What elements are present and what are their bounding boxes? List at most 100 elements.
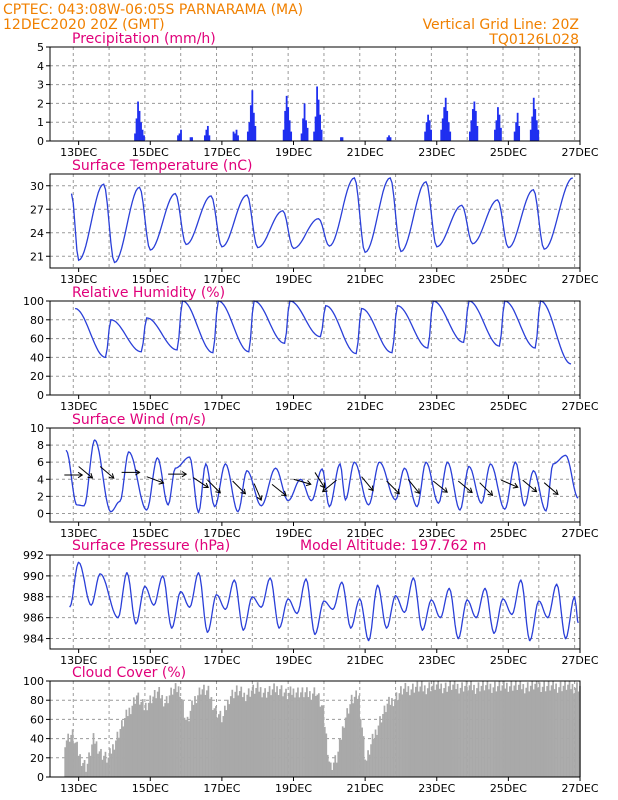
cloud-cover-bar bbox=[423, 685, 426, 777]
x-tick-label: 25DEC bbox=[490, 146, 527, 159]
cloud-cover-bar bbox=[450, 689, 453, 777]
cloud-cover-bar bbox=[141, 699, 144, 777]
cloud-cover-bar bbox=[165, 696, 168, 777]
x-tick-label: 13DEC bbox=[60, 782, 97, 795]
wind-panel: Surface Wind (m/s) 0 2 4 6 8 10 13DEC 15DEC 17DE… bbox=[30, 412, 599, 540]
cloud-cover-bar bbox=[246, 694, 249, 777]
x-tick-label: 13DEC bbox=[60, 654, 97, 667]
precip-bar bbox=[302, 118, 304, 141]
cloud-cover-bar bbox=[294, 697, 296, 777]
precip-bar bbox=[205, 129, 208, 141]
cloud-cover-bar bbox=[458, 693, 460, 777]
cloud-cover-bar bbox=[413, 692, 416, 777]
cloud-cover-bar bbox=[419, 686, 422, 777]
cloud-cover-bar bbox=[322, 705, 325, 777]
cloud-cover-bar bbox=[213, 708, 216, 777]
cloud-cover-bar bbox=[247, 688, 250, 777]
precip-bar bbox=[180, 129, 182, 141]
cloud-cover-bar bbox=[316, 694, 319, 777]
precip-bar bbox=[300, 133, 303, 141]
precip-bar bbox=[440, 129, 443, 141]
cloud-cover-bar bbox=[319, 706, 322, 777]
cloud-cover-bar bbox=[232, 698, 235, 777]
wind-vector-shaft bbox=[146, 476, 164, 484]
cloud-cover-bar bbox=[171, 694, 174, 777]
cloud-cover-bar bbox=[528, 691, 531, 777]
y-tick-label: 2 bbox=[37, 490, 44, 503]
cloud-cover-bar bbox=[295, 692, 298, 777]
wind-vector-head bbox=[203, 482, 209, 489]
cloud-cover-bar bbox=[361, 727, 363, 777]
cloud-cover-bar bbox=[356, 698, 359, 777]
wind-vector-head bbox=[321, 486, 328, 493]
wind-vector bbox=[78, 466, 94, 479]
pressure-panel: Surface Pressure (hPa) Model Altitude: 1… bbox=[23, 538, 599, 667]
cloud-cover-bar bbox=[113, 749, 116, 777]
cloud-cover-bar bbox=[231, 689, 234, 777]
wind-vector-shaft bbox=[432, 480, 448, 493]
cloud-cover-bar bbox=[262, 692, 265, 777]
wind-speed-line bbox=[65, 439, 579, 514]
cloud-cover-bar bbox=[346, 708, 349, 777]
wind-vector bbox=[501, 479, 519, 489]
cloud-cover-bar bbox=[520, 689, 523, 777]
cloud-cover-bar bbox=[298, 697, 301, 777]
plot-frame bbox=[49, 173, 581, 269]
precip-bar bbox=[468, 131, 471, 141]
cloud-cover-bar bbox=[234, 691, 237, 777]
wind-vector-shaft bbox=[522, 479, 537, 493]
cloud-cover-bar bbox=[476, 688, 478, 777]
cloud-cover-bar bbox=[155, 698, 158, 777]
cloud-cover-bar bbox=[473, 684, 475, 777]
cloud-cover-bar bbox=[92, 733, 95, 777]
cloud-cover-bar bbox=[465, 681, 468, 777]
x-tick-label: 19DEC bbox=[275, 400, 312, 413]
x-tick-label: 17DEC bbox=[203, 273, 240, 286]
cloud-cover-bar bbox=[429, 691, 432, 777]
wind-vector bbox=[253, 483, 263, 501]
cloud-cover-bar bbox=[340, 739, 343, 777]
humidity-plot: 0 20 40 60 80 100 13DEC 15DEC 17DEC 19DEC 21DEC 23D… bbox=[23, 295, 599, 413]
cloud-cover-bar bbox=[268, 686, 271, 777]
cloud-cover-bar bbox=[494, 681, 496, 777]
y-tick-label: 24 bbox=[30, 227, 44, 240]
precip-bar bbox=[314, 116, 317, 141]
cloud-cover-bar bbox=[552, 681, 554, 777]
wind-vector bbox=[121, 469, 141, 476]
wind-vector bbox=[457, 480, 473, 494]
x-tick-label: 25DEC bbox=[490, 400, 527, 413]
cloud-cover-bar bbox=[186, 716, 189, 777]
precip-bar bbox=[444, 97, 447, 141]
cloud-cover-bar bbox=[453, 681, 456, 777]
pressure-plot: 984 986 988 990 992 13DEC 15DEC 17DEC 19DEC 21DEC… bbox=[23, 549, 599, 667]
cloud-cover-bar bbox=[288, 692, 290, 777]
precip-bar bbox=[515, 122, 518, 141]
precip-bar bbox=[513, 131, 516, 141]
precip-bar bbox=[252, 112, 255, 141]
x-tick-label: 19DEC bbox=[275, 527, 312, 540]
wind-vector bbox=[192, 477, 209, 489]
x-tick-label: 23DEC bbox=[418, 273, 455, 286]
precip-bar bbox=[254, 125, 257, 141]
cloud-cover-bar bbox=[535, 681, 538, 777]
cloud-cover-bar bbox=[250, 690, 253, 777]
model-altitude-label: Model Altitude: 197.762 m bbox=[300, 538, 486, 554]
cloud-cover-bar bbox=[243, 692, 246, 777]
wind-vector-shaft bbox=[314, 472, 325, 488]
x-tick-label: 23DEC bbox=[418, 782, 455, 795]
cloud-cover-bar bbox=[282, 696, 284, 777]
cloud-cover-bar bbox=[358, 695, 360, 777]
y-tick-label: 100 bbox=[23, 295, 44, 308]
cloud-cover-bar bbox=[73, 743, 75, 777]
cloud-cover-bar bbox=[344, 717, 347, 777]
precip-bar bbox=[447, 122, 450, 141]
x-tick-label: 21DEC bbox=[347, 782, 384, 795]
cloud-cover-bar bbox=[140, 701, 143, 777]
cloud-cover-bar bbox=[125, 709, 128, 777]
wind-vector-head bbox=[305, 480, 312, 487]
cloud-cover-bar bbox=[331, 769, 334, 777]
precip-bar bbox=[518, 125, 521, 141]
cloud-cover-bar bbox=[425, 694, 428, 777]
wind-vector bbox=[207, 479, 221, 494]
plot-frame bbox=[49, 680, 581, 778]
